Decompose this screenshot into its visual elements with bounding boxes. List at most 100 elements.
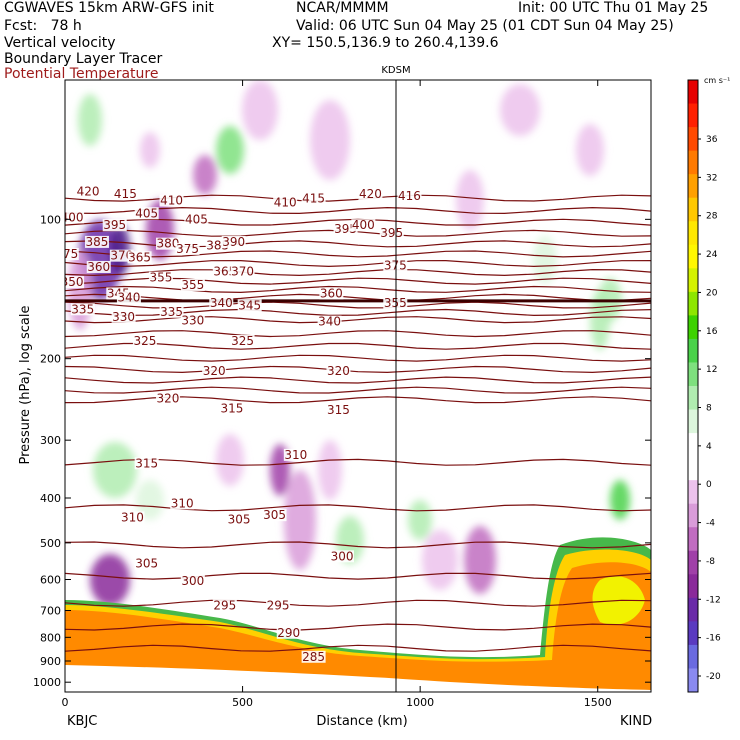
theta-label-30: 355 — [149, 271, 172, 285]
theta-contour-390 — [65, 259, 651, 268]
colorbar-swatch-21 — [688, 574, 698, 599]
x-endpoint-left: KBJC — [67, 714, 97, 729]
velocity-cell-7 — [242, 80, 278, 140]
colorbar-swatch-25 — [688, 668, 698, 693]
velocity-cell-27 — [610, 480, 630, 520]
theta-label-24: 365 — [213, 265, 236, 279]
theta-label-21: 370 — [110, 249, 133, 263]
field-bl-tracer: Boundary Layer Tracer — [4, 51, 163, 67]
theta-label-19: 375 — [384, 258, 407, 272]
theta-label-12: 400 — [352, 218, 375, 232]
colorbar-label-1: 32 — [706, 173, 717, 183]
x-tick-label-1000: 1000 — [406, 696, 434, 709]
theta-contour-355 — [65, 316, 651, 324]
colorbar-label-14: -20 — [706, 672, 721, 682]
y-tick-label-300: 300 — [40, 434, 61, 447]
theta-contour-370 — [65, 293, 651, 301]
theta-contour-340 — [65, 354, 651, 362]
y-tick-label-600: 600 — [40, 574, 61, 587]
velocity-cell-15 — [93, 442, 137, 498]
colorbar-swatch-8 — [688, 268, 698, 293]
theta-label-bg-1 — [113, 187, 138, 200]
valid-time: Valid: 06 UTC Sun 04 May 25 (01 CDT Sun … — [296, 18, 674, 34]
colorbar-swatch-2 — [688, 127, 698, 152]
theta-label-32: 340 — [210, 296, 233, 310]
colorbar-swatch-1 — [688, 103, 698, 128]
theta-label-34: 355 — [384, 296, 407, 310]
theta-contour-330 — [65, 376, 651, 384]
colorbar-swatch-18 — [688, 503, 698, 528]
theta-label-57: 295 — [267, 599, 290, 613]
theta-label-bg-42 — [202, 365, 227, 378]
theta-label-bg-7 — [65, 211, 85, 224]
colorbar-swatch-23 — [688, 621, 698, 646]
theta-label-56: 295 — [213, 599, 236, 613]
y-axis-label: Pressure (hPa), log scale — [18, 306, 33, 465]
theta-label-bg-8 — [102, 219, 127, 232]
x-tick-label-1500: 1500 — [584, 696, 612, 709]
bl-tracer-core — [65, 562, 651, 692]
theta-label-bg-56 — [212, 599, 237, 612]
theta-contour-300 — [65, 572, 651, 580]
theta-label-bg-12 — [351, 219, 376, 232]
theta-label-bg-2 — [159, 194, 184, 207]
y-tick-label-100: 100 — [40, 213, 61, 226]
theta-contour-385 — [65, 268, 651, 277]
colorbar-swatch-10 — [688, 315, 698, 340]
theta-label-bg-18 — [221, 235, 246, 248]
theta-label-bg-3 — [273, 196, 298, 209]
theta-label-46: 315 — [135, 456, 158, 470]
velocity-cell-20 — [422, 530, 458, 590]
theta-label-8: 395 — [103, 218, 126, 232]
theta-label-45: 315 — [220, 402, 243, 416]
init-time: Init: 00 UTC Thu 01 May 25 — [518, 0, 709, 16]
theta-label-54: 300 — [181, 574, 204, 588]
y-tick-label-800: 800 — [40, 631, 61, 644]
theta-label-16: 375 — [176, 242, 199, 256]
theta-contour-415 — [65, 206, 651, 215]
theta-contour-290 — [65, 623, 651, 631]
colorbar-swatch-11 — [688, 338, 698, 363]
colorbar-label-9: 0 — [706, 480, 712, 490]
theta-label-bg-53 — [262, 509, 287, 522]
field-vertical-velocity: Vertical velocity — [4, 35, 116, 51]
colorbar-swatch-9 — [688, 291, 698, 316]
theta-label-bg-36 — [111, 310, 136, 323]
theta-label-bg-22 — [127, 251, 152, 264]
theta-label-bg-19 — [383, 259, 408, 272]
theta-contour-310 — [65, 504, 651, 512]
theta-label-35: 335 — [71, 302, 94, 316]
theta-label-bg-20 — [65, 247, 79, 260]
colorbar-frame — [687, 79, 699, 693]
theta-label-bg-16 — [175, 242, 200, 255]
theta-label-bg-15 — [155, 237, 180, 250]
velocity-cell-8 — [310, 100, 350, 180]
theta-label-bg-6 — [397, 190, 422, 203]
velocity-cell-5 — [78, 94, 102, 146]
theta-label-4: 415 — [302, 191, 325, 205]
theta-label-37: 335 — [160, 305, 183, 319]
velocity-cell-17 — [284, 470, 316, 570]
colorbar-swatch-14 — [688, 409, 698, 434]
theta-contour-295 — [65, 599, 651, 607]
theta-label-44: 320 — [327, 364, 350, 378]
theta-label-38: 330 — [181, 313, 204, 327]
theta-label-bg-26 — [319, 287, 344, 300]
theta-label-bg-35 — [70, 303, 95, 316]
x-endpoint-right: KIND — [620, 714, 652, 729]
theta-label-0: 420 — [77, 185, 100, 199]
theta-label-bg-48 — [283, 448, 308, 461]
velocity-cell-10 — [500, 84, 540, 136]
y-tick-label-200: 200 — [40, 353, 61, 366]
theta-label-5: 420 — [359, 187, 382, 201]
theta-label-bg-50 — [170, 497, 195, 510]
theta-label-bg-59 — [301, 650, 326, 663]
colorbar-unit: cm s⁻¹ — [704, 76, 730, 85]
colorbar-swatch-4 — [688, 174, 698, 199]
theta-contour-325 — [65, 386, 651, 394]
colorbar-swatch-3 — [688, 150, 698, 175]
colorbar-label-2: 28 — [706, 212, 718, 222]
colorbar-swatch-12 — [688, 362, 698, 387]
colorbar-swatch-20 — [688, 550, 698, 575]
theta-label-3: 410 — [274, 196, 297, 210]
